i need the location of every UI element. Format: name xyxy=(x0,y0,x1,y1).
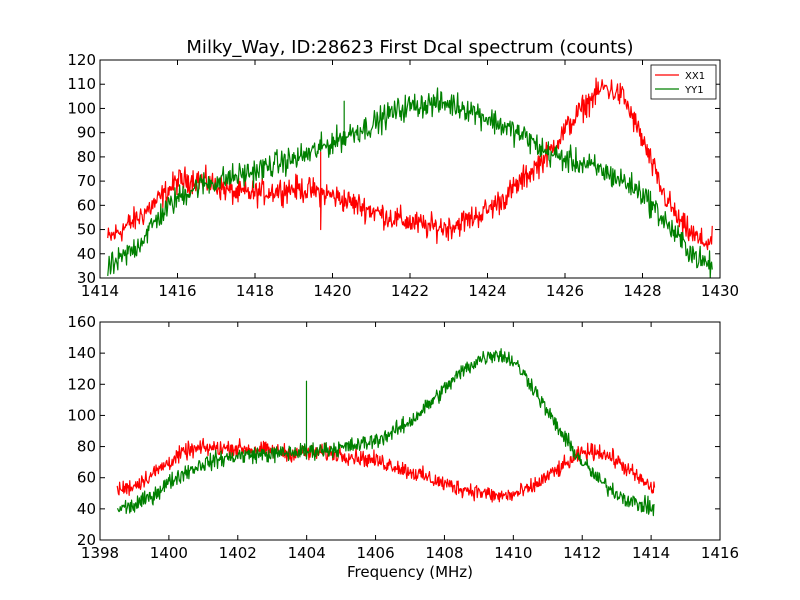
x-tick-label: 1404 xyxy=(288,544,326,562)
y-tick-label: 110 xyxy=(67,75,96,93)
x-tick-label: 1416 xyxy=(158,282,196,300)
x-tick-label: 1400 xyxy=(150,544,188,562)
y-tick-label: 80 xyxy=(77,438,96,456)
x-tick-label: 1412 xyxy=(563,544,601,562)
x-tick-label: 1422 xyxy=(391,282,429,300)
legend-box xyxy=(650,64,717,100)
series-line-xx1 xyxy=(116,437,656,503)
x-tick-label: 1430 xyxy=(701,282,739,300)
y-tick-label: 100 xyxy=(67,406,96,424)
x-axis-label: Frequency (MHz) xyxy=(347,563,473,581)
x-tick-label: 1410 xyxy=(494,544,532,562)
x-tick-label: 1414 xyxy=(81,282,119,300)
x-tick-label: 1406 xyxy=(356,544,394,562)
series-line-yy1 xyxy=(107,87,713,279)
top-spectrum-chart: 1414 1416 1418 1420 1422 1424 1426 1428 1430 30 40… xyxy=(67,37,739,300)
x-tick-label: 1398 xyxy=(81,544,119,562)
x-tick-label: 1426 xyxy=(546,282,584,300)
y-tick-label: 40 xyxy=(77,245,96,263)
y-tick-label: 30 xyxy=(77,269,96,287)
y-tick-label: 60 xyxy=(77,196,96,214)
legend-label-xx1: XX1 xyxy=(685,71,705,82)
y-tick-label: 90 xyxy=(77,124,96,142)
x-tick-label: 1408 xyxy=(425,544,463,562)
y-tick-label: 140 xyxy=(67,344,96,362)
plot-area xyxy=(100,322,720,540)
axes-frame xyxy=(99,321,721,541)
series-line-yy1 xyxy=(116,348,655,517)
plot-area xyxy=(100,60,720,278)
x-tick-label: 1428 xyxy=(623,282,661,300)
x-tick-label: 1418 xyxy=(236,282,274,300)
x-tick-label: 1424 xyxy=(468,282,506,300)
y-tick-label: 60 xyxy=(77,469,96,487)
x-tick-label: 1402 xyxy=(219,544,257,562)
y-tick-label: 70 xyxy=(77,172,96,190)
y-tick-label: 100 xyxy=(67,99,96,117)
y-tick-label: 120 xyxy=(67,375,96,393)
y-tick-label: 40 xyxy=(77,500,96,518)
x-tick-label: 1420 xyxy=(313,282,351,300)
y-tick-label: 120 xyxy=(67,51,96,69)
y-tick-label: 20 xyxy=(77,531,96,549)
y-tick-label: 80 xyxy=(77,148,96,166)
chart-title: Milky_Way, ID:28623 First Dcal spectrum … xyxy=(186,37,633,58)
x-tick-label: 1416 xyxy=(701,544,739,562)
bottom-spectrum-chart: 1398 1400 1402 1404 1406 1408 1410 1412 1414 1416… xyxy=(67,313,739,581)
y-tick-label: 50 xyxy=(77,221,96,239)
x-tick-label: 1414 xyxy=(632,544,670,562)
legend-label-yy1: YY1 xyxy=(684,85,704,96)
y-tick-label: 160 xyxy=(67,313,96,331)
